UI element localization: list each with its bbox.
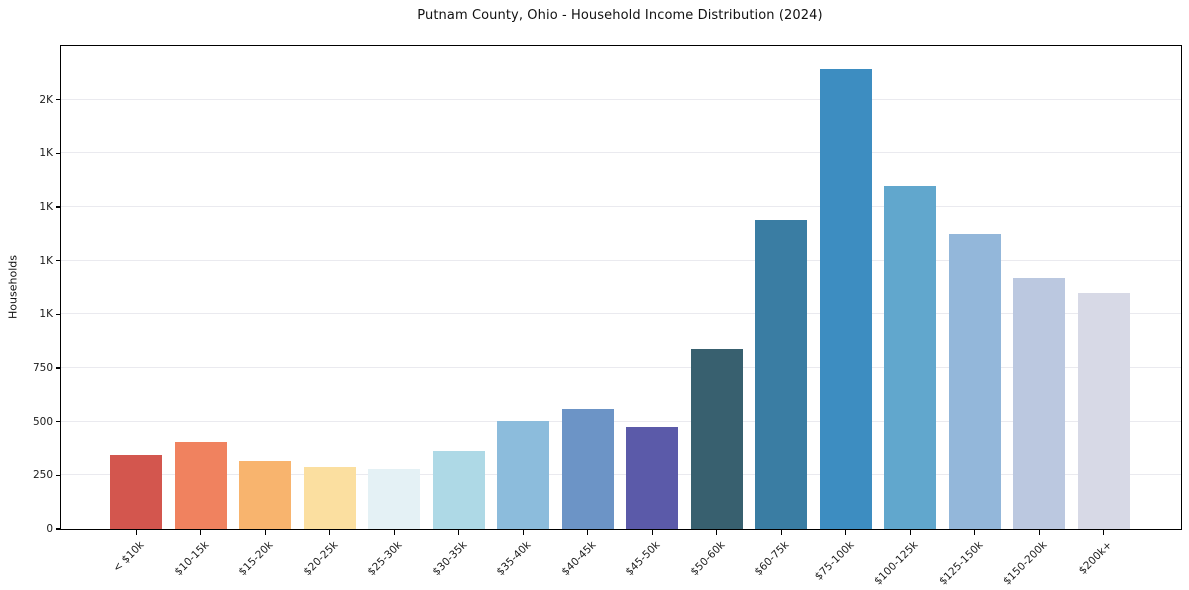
- gridline-1250: [61, 259, 1181, 261]
- x-tick-mark: [716, 530, 718, 535]
- bar-150-200k: [1013, 277, 1065, 529]
- gridline-1500: [61, 206, 1181, 207]
- y-tick-label: 1K: [39, 254, 53, 267]
- x-tick-mark: [458, 530, 460, 535]
- y-tick-label: 500: [32, 415, 53, 428]
- y-tick-mark: [56, 367, 61, 369]
- x-tick-mark: [135, 530, 137, 535]
- x-tick-mark: [780, 530, 782, 535]
- x-tick-mark: [264, 530, 266, 535]
- x-tick-mark: [1103, 530, 1105, 535]
- y-tick-mark: [56, 420, 61, 423]
- x-tick-mark: [651, 530, 653, 535]
- bar-125-150k: [948, 233, 1001, 529]
- bar-15-20k: [239, 461, 291, 529]
- x-tick-mark: [329, 530, 331, 535]
- y-tick-label: 1K: [39, 201, 53, 213]
- bar-10k: [110, 454, 162, 529]
- bar-200k: [1077, 292, 1130, 529]
- gridline-500: [61, 420, 1181, 422]
- bar-20-25k: [303, 466, 356, 529]
- gridline-1750: [61, 152, 1181, 154]
- y-tick-mark: [56, 259, 61, 262]
- x-tick-mark: [587, 530, 589, 535]
- bar-10-15k: [174, 442, 227, 529]
- y-tick-mark: [56, 206, 61, 208]
- bar-50-60k: [690, 348, 743, 529]
- bar-60-75k: [755, 219, 807, 529]
- bar-35-40k: [497, 420, 549, 529]
- gridline-750: [61, 367, 1181, 368]
- x-tick-label: < $10k: [110, 539, 147, 575]
- y-tick-mark: [56, 152, 61, 154]
- x-tick-mark: [200, 530, 202, 535]
- plot-area: 0 250 500 750 1K 1K 1K 1K 2K < $10k $10-15k $15-20k…: [33, 45, 1182, 588]
- gridline-2000: [61, 98, 1181, 100]
- y-tick-mark: [56, 474, 61, 476]
- x-tick-mark: [845, 530, 847, 535]
- y-tick-label: 1K: [39, 147, 53, 160]
- bar-75-100k: [819, 68, 872, 529]
- bar-45-50k: [626, 427, 678, 529]
- y-tick-label: 250: [32, 469, 53, 482]
- y-tick-label: 750: [32, 362, 53, 374]
- x-tick-mark: [909, 530, 911, 535]
- bar-100-125k: [884, 185, 936, 529]
- x-tick-mark: [1038, 530, 1040, 535]
- gridline-250: [61, 474, 1181, 476]
- y-tick-mark: [56, 313, 61, 315]
- y-tick-label: 1K: [39, 308, 53, 321]
- bar-25-30k: [368, 468, 420, 529]
- x-tick-mark: [974, 530, 976, 535]
- chart-title: Putnam County, Ohio - Household Income D…: [417, 8, 823, 23]
- y-tick-label: 2K: [39, 93, 53, 106]
- y-tick-mark: [56, 528, 61, 530]
- bar-40-45k: [561, 408, 614, 529]
- gridline-1000: [61, 313, 1181, 315]
- x-tick-mark: [393, 530, 395, 535]
- bar-30-35k: [432, 450, 485, 529]
- y-tick-label: 0: [46, 523, 53, 535]
- x-tick-mark: [522, 530, 524, 535]
- y-tick-mark: [56, 98, 61, 101]
